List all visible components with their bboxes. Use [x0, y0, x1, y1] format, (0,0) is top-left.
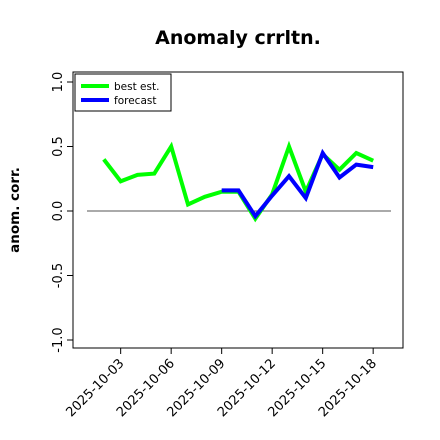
legend-label-best-est: best est. [114, 81, 159, 93]
legend-label-forecast: forecast [114, 95, 156, 107]
y-tick-label: 0.5 [51, 136, 66, 157]
series-line-best-est [102, 140, 375, 223]
legend: best est. forecast [74, 73, 172, 112]
y-tick-label: 1.0 [51, 72, 66, 93]
legend-box [74, 73, 172, 112]
y-axis: -1.0 -0.5 0.0 0.5 1.0 [51, 72, 73, 353]
plot-frame [72, 71, 404, 349]
y-tick-label: 0.0 [51, 201, 66, 222]
y-tick-label: -0.5 [51, 263, 66, 288]
chart-title: Anomaly crrltn. [155, 27, 321, 49]
series-layer [102, 140, 375, 223]
y-tick-label: -1.0 [51, 327, 66, 352]
series-line-forecast [221, 148, 374, 220]
x-axis: 2025-10-032025-10-062025-10-092025-10-12… [63, 348, 380, 420]
y-axis-label: anom. corr. [7, 167, 23, 253]
